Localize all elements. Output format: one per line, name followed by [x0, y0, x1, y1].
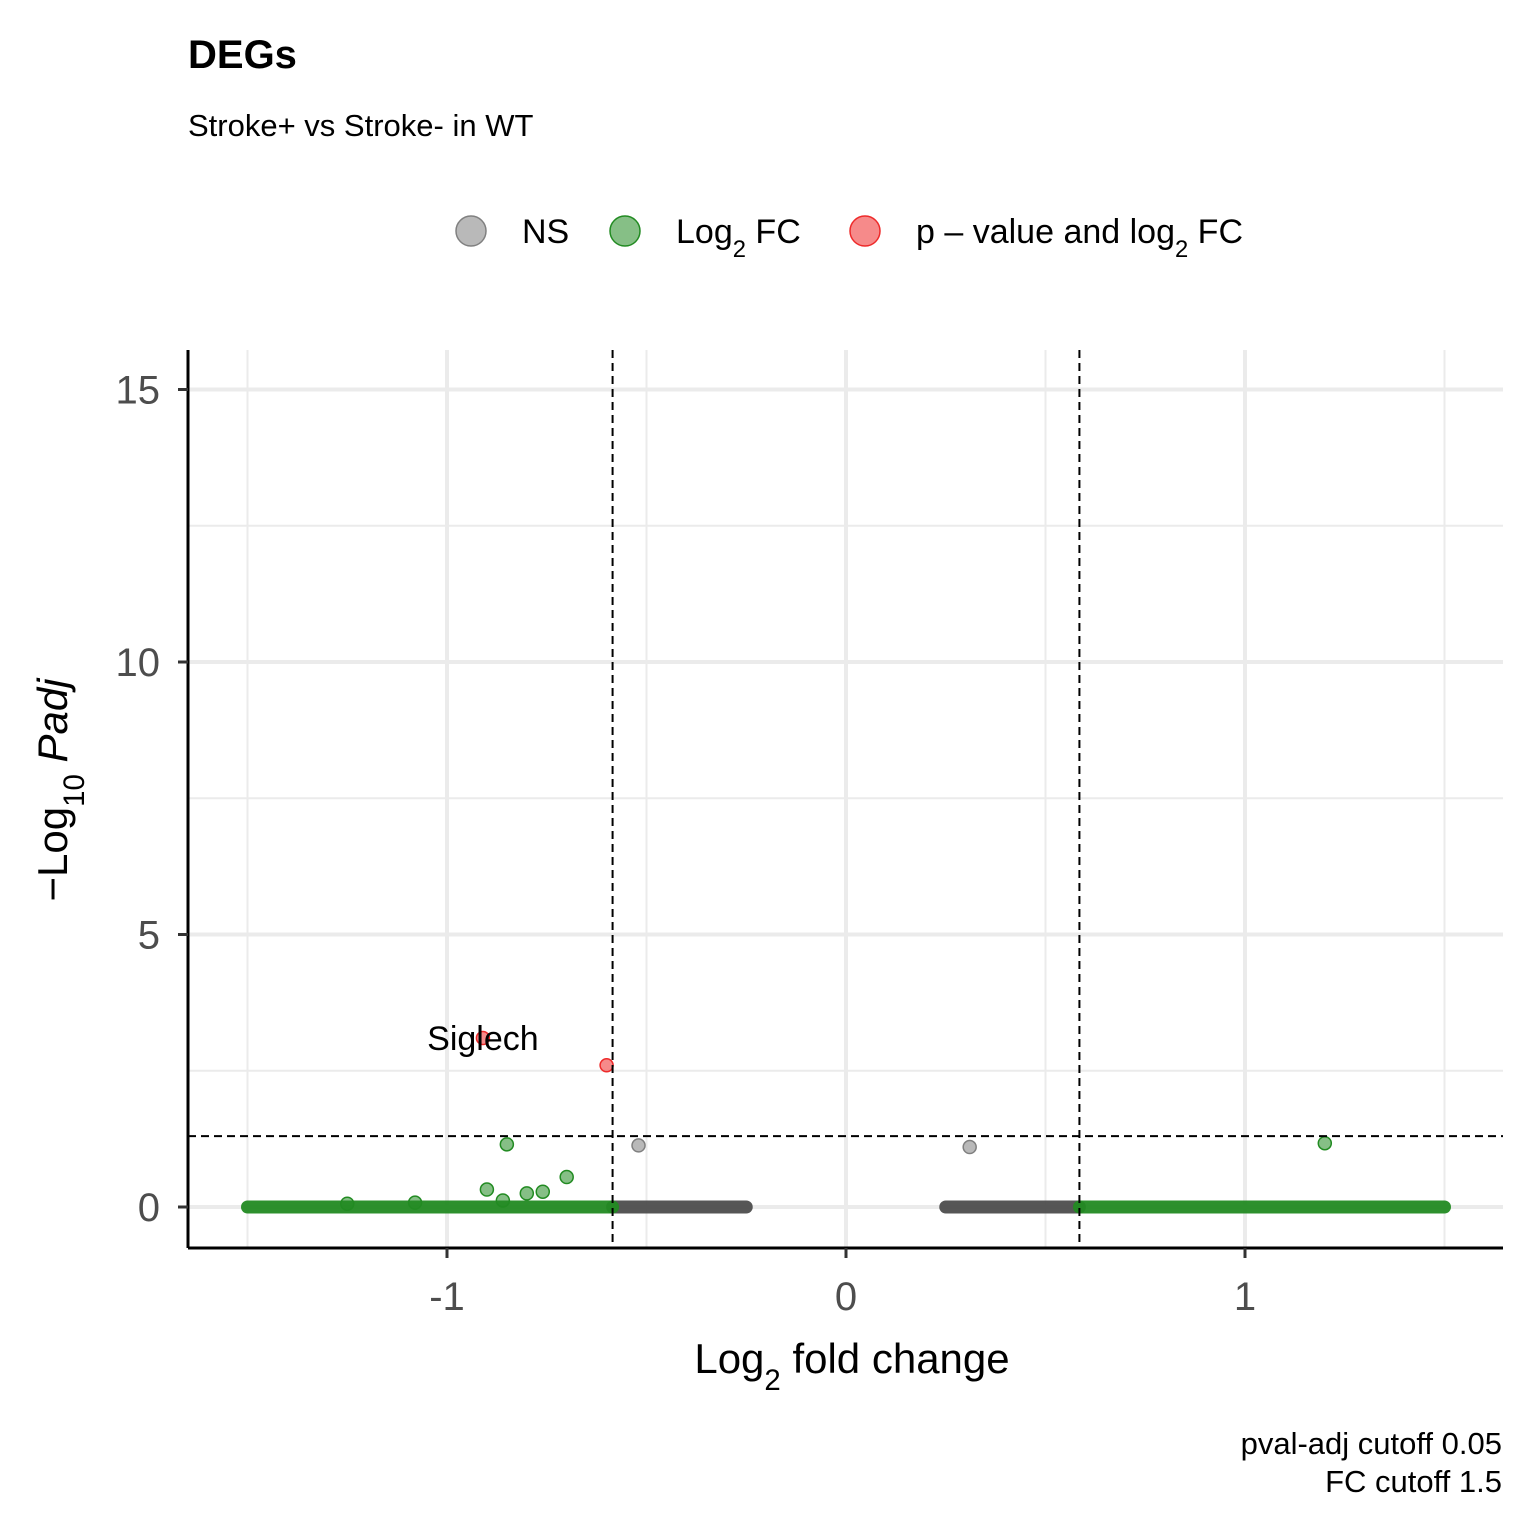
data-point: [407, 1195, 423, 1210]
caption-line: FC cutoff 1.5: [1325, 1464, 1502, 1499]
legend-marker-fc: [609, 215, 641, 247]
data-point: [479, 1182, 495, 1197]
data-point: [340, 1196, 355, 1211]
legend-marker-ns: [455, 215, 487, 247]
data-point: [1317, 1135, 1333, 1151]
data-point: [559, 1169, 574, 1185]
legend-label-ns: NS: [522, 213, 569, 251]
y-tick-label: 15: [116, 369, 161, 413]
x-tick-label: 1: [1234, 1275, 1256, 1319]
y-tick-label: 10: [116, 641, 161, 685]
cutoff-lines: [188, 350, 1503, 1248]
data-point: [475, 1030, 491, 1046]
legend-marker-p-fc: [849, 215, 881, 247]
y-tick-label: 0: [138, 1186, 160, 1230]
data-point: [535, 1184, 551, 1199]
data-point: [495, 1193, 511, 1208]
x-axis-title: Log2 fold change: [694, 1335, 1009, 1397]
chart-subtitle: Stroke+ vs Stroke- in WT: [188, 108, 533, 143]
legend: NS Log2 FC p – value and log2 FC: [455, 213, 1243, 263]
y-axis-title: −Log10 Padj: [29, 677, 91, 902]
y-tick-label: 5: [138, 914, 160, 958]
data-point: [962, 1139, 977, 1155]
data-point: [519, 1186, 535, 1201]
data-point: [499, 1137, 515, 1152]
chart-title: DEGs: [188, 33, 297, 77]
caption-line: pval-adj cutoff 0.05: [1241, 1426, 1502, 1461]
point-labels: Siglech: [427, 1020, 539, 1058]
data-point: [631, 1138, 646, 1153]
grid-lines: [188, 350, 1503, 1248]
x-tick-label: -1: [429, 1275, 465, 1319]
legend-label-fc: Log2 FC: [676, 213, 801, 263]
point-label: Siglech: [427, 1020, 539, 1058]
legend-label-p-fc: p – value and log2 FC: [916, 213, 1243, 263]
data-points: [340, 1030, 1333, 1211]
x-tick-label: 0: [835, 1275, 857, 1319]
data-point: [599, 1058, 614, 1073]
